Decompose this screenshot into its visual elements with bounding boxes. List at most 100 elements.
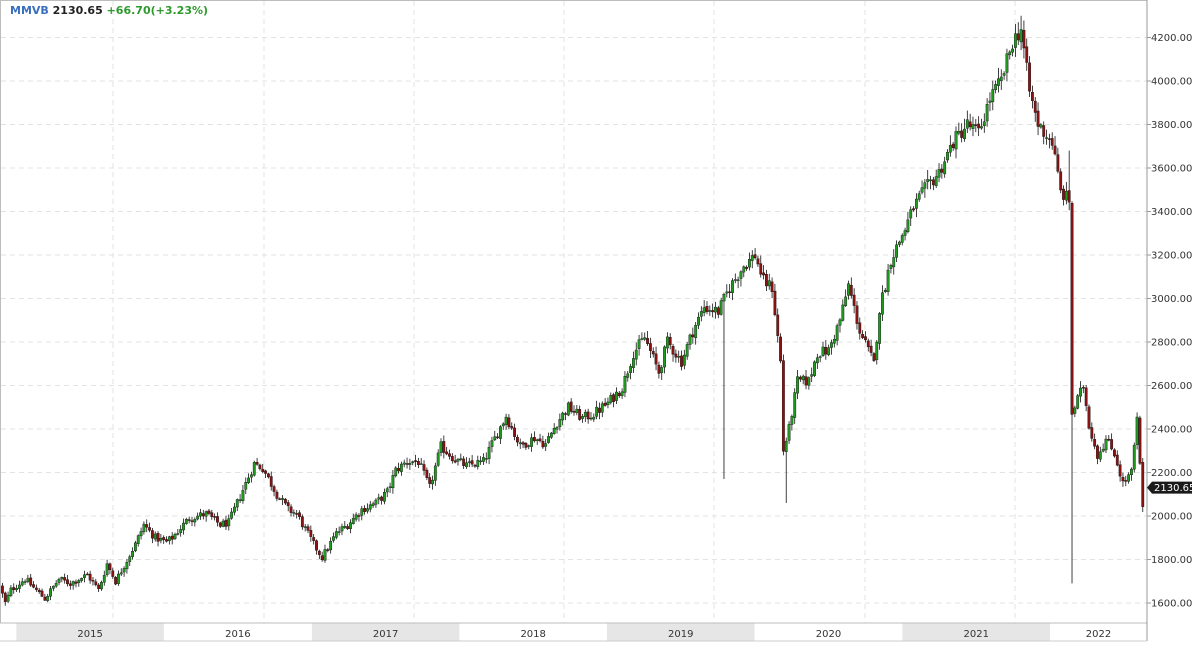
candle-body	[1101, 449, 1105, 452]
candle-body	[250, 474, 253, 478]
candle	[765, 269, 768, 292]
candle	[1008, 50, 1012, 60]
candle	[250, 471, 253, 483]
candle-body	[1118, 464, 1122, 477]
candle-body	[1104, 438, 1108, 451]
candle-body	[6, 594, 10, 602]
candle-body	[527, 445, 531, 447]
candle-body	[26, 578, 30, 582]
candle	[275, 489, 279, 502]
candle	[671, 343, 675, 362]
candle-body	[923, 182, 927, 189]
candle-body	[1110, 439, 1114, 450]
candle-body	[1138, 417, 1142, 464]
y-tick-label: 3200.00	[1151, 251, 1192, 262]
candle	[634, 342, 638, 366]
year-band	[311, 623, 460, 641]
candle	[753, 248, 757, 260]
candle-body	[63, 577, 67, 581]
candle-body	[252, 462, 256, 476]
candle-body	[629, 366, 632, 373]
candle	[674, 349, 678, 363]
candle	[397, 462, 400, 474]
candle-body	[66, 579, 69, 585]
candle-body	[499, 426, 502, 439]
candle	[193, 517, 197, 527]
candle	[581, 413, 584, 423]
candle-body	[660, 367, 664, 373]
x-tick-label: 2020	[816, 629, 841, 640]
candle-body	[663, 346, 666, 368]
candle	[210, 509, 214, 520]
candle	[213, 513, 217, 521]
candle-body	[892, 257, 896, 267]
candle	[3, 591, 7, 606]
candle-body	[218, 522, 222, 527]
candle	[1067, 150, 1071, 211]
candle	[731, 278, 734, 301]
candle	[784, 437, 788, 503]
candle-body	[23, 581, 27, 583]
candle	[108, 562, 112, 575]
candle-body	[818, 356, 822, 358]
candle	[903, 227, 907, 241]
candle-body	[1113, 449, 1116, 457]
candle	[640, 332, 644, 341]
candle-body	[535, 439, 539, 441]
candle	[125, 559, 129, 574]
candle	[156, 531, 160, 547]
candle-body	[43, 596, 47, 601]
candle-body	[343, 526, 347, 528]
candle	[847, 280, 850, 300]
candle-body	[402, 462, 406, 465]
candle	[349, 519, 352, 534]
candle	[9, 585, 13, 598]
candle	[773, 283, 777, 317]
candle	[931, 176, 935, 191]
candle	[131, 547, 134, 560]
candle-body	[51, 585, 55, 589]
candle	[119, 568, 123, 577]
candle-body	[119, 572, 123, 575]
candle-body	[1002, 73, 1006, 76]
candle-body	[716, 307, 720, 315]
candle	[346, 523, 350, 531]
candle	[595, 400, 599, 420]
candle-body	[182, 522, 185, 531]
candle-body	[1115, 454, 1119, 466]
candle-body	[162, 537, 166, 540]
candle	[295, 510, 299, 519]
candle-body	[125, 561, 129, 570]
candle	[40, 588, 44, 598]
candle-body	[165, 539, 168, 542]
candle	[923, 179, 927, 198]
candle	[1059, 168, 1063, 194]
candle	[218, 521, 222, 528]
candle-body	[334, 531, 338, 538]
candle-body	[32, 584, 35, 588]
candle-body	[80, 578, 84, 581]
candle-body	[196, 515, 200, 520]
candle-body	[878, 313, 882, 344]
candle	[1064, 182, 1068, 205]
candle	[351, 513, 355, 525]
candle-body	[496, 436, 499, 439]
candle	[685, 342, 689, 360]
candle	[626, 371, 630, 382]
candle	[470, 455, 474, 467]
candle	[334, 528, 338, 540]
candle-body	[476, 460, 480, 467]
candle-body	[351, 518, 355, 524]
candle	[227, 514, 231, 531]
candle	[1101, 443, 1105, 453]
candle	[875, 339, 879, 365]
candle	[948, 135, 952, 157]
candle	[286, 499, 290, 512]
candle-body	[612, 394, 616, 402]
candle	[849, 277, 853, 299]
last-price: 2130.65	[52, 4, 103, 17]
candle-body	[431, 479, 434, 485]
candle-body	[606, 401, 610, 405]
candle	[742, 265, 746, 278]
candle-body	[841, 304, 845, 321]
